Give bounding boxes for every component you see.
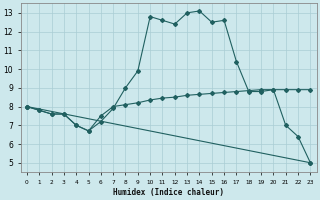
X-axis label: Humidex (Indice chaleur): Humidex (Indice chaleur) — [113, 188, 224, 197]
